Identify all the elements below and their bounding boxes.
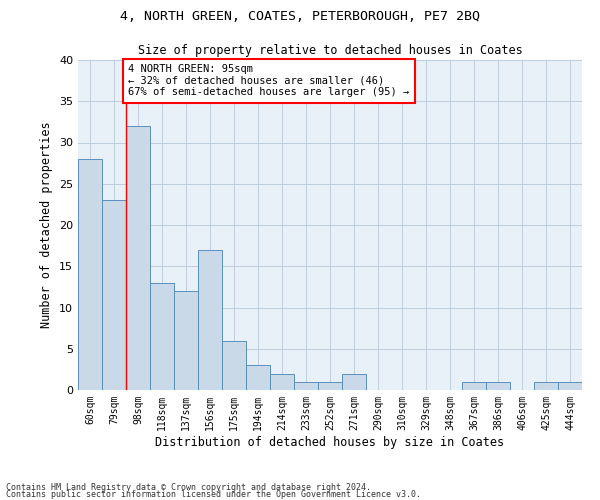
Y-axis label: Number of detached properties: Number of detached properties xyxy=(40,122,53,328)
Bar xyxy=(318,382,342,390)
Text: 4 NORTH GREEN: 95sqm
← 32% of detached houses are smaller (46)
67% of semi-detac: 4 NORTH GREEN: 95sqm ← 32% of detached h… xyxy=(128,64,410,98)
Bar xyxy=(486,382,510,390)
Bar xyxy=(558,382,582,390)
X-axis label: Distribution of detached houses by size in Coates: Distribution of detached houses by size … xyxy=(155,436,505,448)
Bar xyxy=(198,250,222,390)
Bar xyxy=(246,365,270,390)
Text: Contains HM Land Registry data © Crown copyright and database right 2024.: Contains HM Land Registry data © Crown c… xyxy=(6,484,371,492)
Bar xyxy=(294,382,318,390)
Bar xyxy=(126,126,150,390)
Bar xyxy=(78,159,102,390)
Bar xyxy=(102,200,126,390)
Bar xyxy=(270,374,294,390)
Bar xyxy=(150,283,174,390)
Bar xyxy=(342,374,366,390)
Text: Contains public sector information licensed under the Open Government Licence v3: Contains public sector information licen… xyxy=(6,490,421,499)
Bar xyxy=(174,291,198,390)
Bar xyxy=(222,340,246,390)
Title: Size of property relative to detached houses in Coates: Size of property relative to detached ho… xyxy=(137,44,523,58)
Bar xyxy=(534,382,558,390)
Bar xyxy=(462,382,486,390)
Text: 4, NORTH GREEN, COATES, PETERBOROUGH, PE7 2BQ: 4, NORTH GREEN, COATES, PETERBOROUGH, PE… xyxy=(120,10,480,23)
